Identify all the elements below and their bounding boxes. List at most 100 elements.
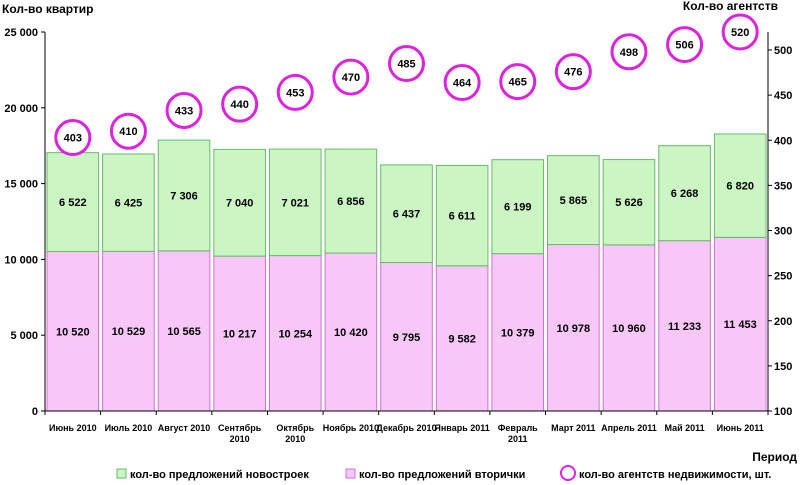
legend-swatch: [560, 465, 576, 481]
legend-label: кол-во агентств недвижимости, шт.: [579, 469, 771, 481]
y-axis-left-title: Кол-во квартир: [2, 2, 94, 16]
agency-marker: [109, 112, 147, 150]
y-tick-right-label: 300: [774, 226, 792, 238]
agency-marker-label: 520: [731, 27, 749, 39]
legend: кол-во предложений новостроек кол-во пред…: [116, 465, 771, 481]
x-tick-label: Ноябрь 2010: [323, 423, 379, 433]
agency-marker-label: 433: [175, 105, 193, 117]
y-tick-right-label: 250: [774, 271, 792, 283]
bar-new-build: [658, 145, 711, 242]
bar-label-secondary: 10 520: [56, 326, 90, 338]
bar-secondary: [547, 244, 600, 412]
agency-marker-label: 410: [119, 126, 137, 138]
agency-marker: [666, 26, 704, 64]
bar-secondary: [157, 250, 211, 412]
bar-label-secondary: 10 960: [612, 323, 646, 335]
bar-label-secondary: 10 379: [501, 327, 535, 339]
bar-label-new-build: 6 522: [59, 197, 87, 209]
bar-label-new-build: 6 611: [449, 211, 476, 223]
agency-marker: [554, 53, 592, 91]
x-tick-label: Декабрь 2010: [376, 423, 436, 433]
agency-marker: [388, 45, 425, 83]
bar-label-new-build: 6 268: [671, 188, 699, 200]
bar-label-new-build: 7 306: [170, 190, 198, 202]
x-tick-label: Сентябрь 2010: [218, 423, 262, 444]
legend-swatch: [345, 468, 356, 479]
x-tick-label: Июнь 2010: [49, 423, 97, 433]
agency-marker-label: 464: [453, 77, 472, 89]
y-tick-left-label: 25 000: [4, 27, 38, 39]
agency-marker: [443, 63, 481, 101]
agency-marker-label: 506: [675, 40, 693, 52]
bar-secondary: [602, 244, 656, 412]
plot-area: 10 520 6 522 10 529 6 425 10 565 7 306 10 217 7…: [4, 13, 792, 444]
agency-marker-label: 453: [286, 87, 304, 99]
bar-secondary: [491, 253, 545, 412]
bar-label-secondary: 10 217: [223, 329, 257, 341]
bar-label-secondary: 10 978: [557, 323, 591, 335]
y-tick-left-label: 0: [32, 406, 38, 418]
y-tick-right-label: 350: [774, 180, 792, 192]
bar-label-new-build: 6 820: [726, 181, 754, 193]
bar-label-secondary: 10 529: [112, 326, 146, 338]
x-tick-label: Июль 2010: [105, 423, 153, 433]
bar-secondary: [46, 251, 100, 412]
agency-marker-label: 498: [620, 47, 638, 59]
y-axis-right-title: Кол-во агентств: [683, 0, 778, 13]
y-tick-right-label: 100: [774, 406, 792, 418]
agency-marker-label: 476: [564, 67, 582, 79]
y-tick-left-label: 20 000: [4, 103, 38, 115]
bar-new-build: [380, 164, 433, 264]
bar-secondary: [658, 240, 711, 412]
bar-label-secondary: 10 420: [334, 327, 368, 339]
agency-marker-label: 465: [509, 77, 527, 89]
legend-swatch: [116, 468, 127, 479]
bar-secondary: [435, 265, 489, 412]
x-tick-label: Август 2010: [158, 423, 211, 433]
legend-label: кол-во предложений новостроек: [130, 469, 309, 481]
y-tick-left-label: 10 000: [4, 254, 38, 266]
bar-label-secondary: 9 795: [393, 332, 421, 344]
bar-label-new-build: 6 199: [504, 202, 532, 214]
agency-marker-label: 470: [342, 72, 360, 84]
bar-label-new-build: 6 856: [337, 196, 365, 208]
bar-label-secondary: 9 582: [448, 333, 476, 345]
bar-new-build: [491, 159, 545, 255]
x-tick-label: Июнь 2011: [717, 423, 764, 433]
agency-marker: [610, 33, 648, 71]
legend-label: кол-во предложений вторички: [359, 469, 525, 481]
bar-new-build: [102, 153, 155, 252]
bar-new-build: [213, 148, 266, 257]
bar-label-new-build: 7 040: [226, 198, 254, 210]
y-tick-right-label: 450: [774, 90, 792, 102]
x-tick-label: Апрель 2011: [601, 423, 657, 433]
y-axis-right-title-text: Кол-во агентств: [683, 0, 778, 13]
bar-secondary: [324, 252, 378, 412]
bar-secondary: [380, 262, 433, 412]
bar-label-new-build: 7 021: [282, 197, 310, 209]
agency-marker: [721, 13, 759, 51]
bar-new-build: [157, 139, 211, 252]
y-tick-left-label: 15 000: [4, 179, 38, 191]
y-tick-right-label: 500: [774, 45, 792, 57]
bar-label-secondary: 10 565: [167, 326, 201, 338]
agency-marker: [54, 119, 92, 157]
bar-label-new-build: 6 425: [115, 198, 143, 210]
y-tick-right-label: 150: [774, 361, 792, 373]
bar-label-new-build: 6 437: [393, 209, 421, 221]
y-tick-right-label: 200: [774, 316, 792, 328]
x-tick-label: Май 2011: [664, 423, 704, 433]
bar-label-secondary: 11 233: [668, 321, 701, 333]
bar-secondary: [713, 236, 767, 412]
bar-label-secondary: 11 453: [724, 319, 757, 331]
x-tick-label: Март 2011: [551, 423, 595, 433]
agency-marker-label: 403: [64, 133, 82, 145]
agency-marker: [165, 91, 203, 129]
bar-label-secondary: 10 254: [278, 328, 313, 340]
bar-label-new-build: 5 626: [615, 197, 643, 209]
agency-marker: [276, 73, 314, 111]
bar-new-build: [602, 159, 656, 246]
agency-marker: [221, 85, 259, 123]
agency-marker: [499, 63, 537, 101]
x-tick-label: Февраль 2011: [498, 423, 538, 444]
